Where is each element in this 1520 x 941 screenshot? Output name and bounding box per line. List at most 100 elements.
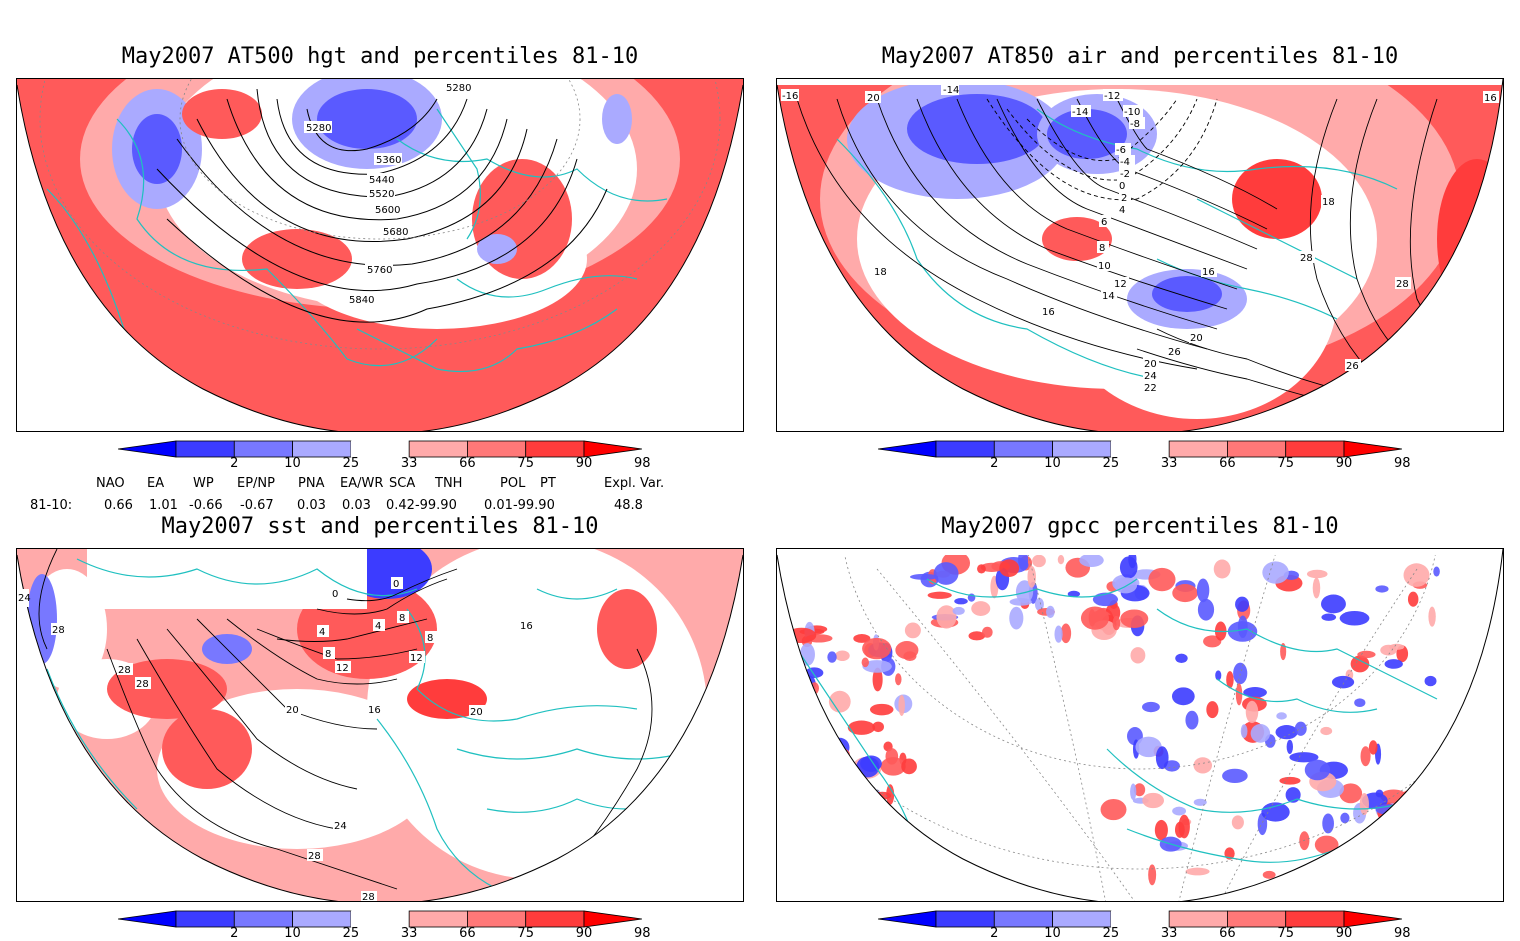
colorbar-swatch (1227, 910, 1287, 928)
colorbar-label: 98 (1394, 926, 1411, 941)
colorbar-swatch (1343, 440, 1402, 458)
index-value: 0.01-99.90 (484, 498, 555, 513)
contour-label: 16 (1202, 267, 1215, 278)
colorbar-swatch (1110, 441, 1170, 457)
map-gpcc (777, 549, 1503, 901)
index-value: 48.8 (614, 498, 643, 513)
colorbar-label: 10 (284, 456, 301, 471)
colorbar-swatches (878, 440, 1402, 458)
colorbar-label: 2 (230, 456, 239, 471)
colorbar-swatch (935, 440, 995, 458)
colorbar-label: 33 (400, 926, 418, 941)
colorbar-swatch (525, 910, 585, 928)
contour-label: 26 (1168, 347, 1181, 358)
colorbar-swatch (993, 910, 1053, 928)
contour-label: 16 (1484, 93, 1497, 104)
colorbar-label: 10 (1044, 456, 1061, 471)
map-panel-sst: 24 28 28 28 0 0 4 4 8 8 8 12 12 16 16 20… (16, 548, 744, 902)
index-value: 0.42-99.90 (386, 498, 457, 513)
colorbar-swatch (175, 910, 235, 928)
colorbar-label: 98 (634, 456, 651, 471)
colorbar-label: 66 (459, 926, 476, 941)
colorbar-swatch (1343, 910, 1402, 928)
contour-label: -10 (1124, 107, 1140, 118)
map-sst: 24 28 28 28 0 0 4 4 8 8 8 12 12 16 16 20… (17, 549, 743, 901)
contour-label: 4 (319, 627, 325, 638)
contour-label: 24 (18, 593, 31, 604)
index-header: EA (147, 476, 165, 491)
map-hgt: 5280 5280 5360 5440 5520 5600 5680 5760 … (17, 79, 743, 431)
contour-label: 16 (368, 705, 381, 716)
index-header: WP (193, 476, 214, 491)
contour-label: -16 (782, 91, 798, 102)
colorbar-label: 90 (1335, 926, 1353, 941)
index-value: 0.03 (342, 498, 371, 513)
colorbar-swatches (118, 910, 642, 928)
contour-label: 8 (325, 649, 331, 660)
index-header: Expl. Var. (604, 476, 665, 491)
contour-label: 0 (1119, 181, 1125, 192)
colorbar-label: 75 (1277, 456, 1294, 471)
colorbar-top-right: 2 10 25 33 66 75 90 98 (878, 440, 1411, 471)
colorbar-swatch (408, 440, 468, 458)
contour-label: 24 (1144, 371, 1157, 382)
colorbar-label: 33 (400, 456, 418, 471)
colorbar-swatch (935, 910, 995, 928)
colorbar-bottom-left: 2 10 25 33 66 75 90 98 (118, 910, 651, 941)
contour-label: 16 (520, 621, 533, 632)
colorbar-swatch (583, 440, 642, 458)
colorbar-swatches (118, 440, 642, 458)
colorbar-label: 75 (517, 926, 534, 941)
contour-label: 28 (1396, 279, 1409, 290)
colorbar-label: 25 (1102, 456, 1120, 471)
contour-label: 28 (136, 679, 149, 690)
colorbar-swatch (1285, 440, 1345, 458)
colorbar-swatch (1052, 440, 1112, 458)
map-panel-gpcc (776, 548, 1504, 902)
colorbar-label: 10 (1044, 926, 1061, 941)
contour-label: 5760 (367, 265, 392, 276)
contour-label: -6 (1116, 145, 1126, 156)
contour-label: 5520 (369, 189, 394, 200)
colorbar-label: 33 (1160, 456, 1178, 471)
colorbar-swatch (583, 910, 642, 928)
contour-label: 5360 (376, 155, 401, 166)
contour-label: -2 (1120, 169, 1130, 180)
colorbar-swatch (292, 910, 352, 928)
colorbar-label: 2 (990, 456, 999, 471)
colorbar-swatch (233, 910, 293, 928)
contour-label: 28 (1300, 253, 1313, 264)
index-value: 0.03 (297, 498, 326, 513)
contour-label: 4 (375, 621, 381, 632)
map-air: -16 20 -14 -12 -10 -8 -14 -6 -4 -2 0 2 4… (777, 79, 1503, 431)
colorbar-swatch (467, 910, 527, 928)
colorbar-swatch (175, 440, 235, 458)
contour-label: 20 (1190, 333, 1203, 344)
colorbar-swatch (1110, 911, 1170, 927)
contour-label: 12 (336, 663, 349, 674)
contour-label: 5440 (369, 175, 394, 186)
colorbar-top-left: 2 10 25 33 66 75 90 98 (118, 440, 651, 471)
colorbar-label: 66 (1219, 926, 1236, 941)
contour-label: 10 (1098, 261, 1111, 272)
index-value: -0.66 (189, 498, 223, 513)
contour-label: 20 (1144, 359, 1157, 370)
contour-label: 12 (1114, 279, 1127, 290)
colorbar-swatch (1168, 910, 1228, 928)
colorbar-swatch (993, 440, 1053, 458)
map-panel-air: -16 20 -14 -12 -10 -8 -14 -6 -4 -2 0 2 4… (776, 78, 1504, 432)
contour-label: 18 (874, 267, 887, 278)
index-header: EA/WR (340, 476, 384, 491)
panel-title-gpcc: May2007 gpcc percentiles 81-10 (941, 514, 1339, 539)
index-value: 0.66 (104, 498, 133, 513)
colorbar-swatch (408, 910, 468, 928)
map-panel-hgt: 5280 5280 5360 5440 5520 5600 5680 5760 … (16, 78, 744, 432)
colorbar-swatch (350, 441, 410, 457)
colorbar-label: 66 (1219, 456, 1236, 471)
contour-label: 12 (410, 653, 423, 664)
colorbar-label: 98 (634, 926, 651, 941)
panel-title-hgt: May2007 AT500 hgt and percentiles 81-10 (121, 44, 639, 69)
contour-label: 0 (332, 589, 338, 600)
panel-title-air: May2007 AT850 air and percentiles 81-10 (881, 44, 1399, 69)
index-row-label: 81-10: (30, 498, 73, 513)
